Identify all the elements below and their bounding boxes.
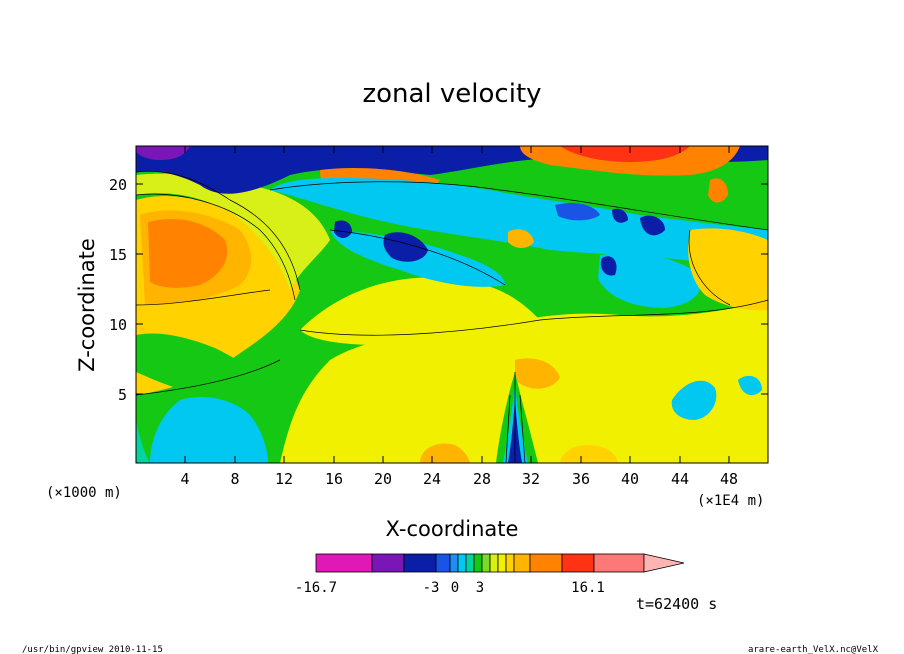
colorbar-segment (465, 553, 475, 573)
colorbar-segment (435, 553, 451, 573)
colorbar-segment (371, 553, 405, 573)
x-tick-label: 36 (572, 470, 590, 488)
x-tick-label: 44 (671, 470, 689, 488)
x-tick-label: 4 (180, 470, 189, 488)
colorbar-segment (529, 553, 563, 573)
y-axis-label: Z-coordinate (75, 238, 99, 372)
time-label: t=62400 s (636, 595, 717, 613)
colorbar (315, 553, 685, 573)
colorbar-segment (497, 553, 507, 573)
y-tick-label: 15 (109, 246, 127, 264)
y-tick-label: 5 (118, 386, 127, 404)
plot-frame (135, 145, 769, 464)
colorbar-segment (403, 553, 437, 573)
colorbar-segment (457, 553, 467, 573)
x-axis (184, 146, 730, 463)
y-tick-label: 20 (109, 176, 127, 194)
y-axis (136, 183, 768, 395)
colorbar-segment (489, 553, 499, 573)
x-tick-label: 48 (720, 470, 738, 488)
y-unit-note: (×1000 m) (46, 485, 122, 501)
x-tick-label: 8 (230, 470, 239, 488)
colorbar-segment (561, 553, 595, 573)
x-tick-label: 20 (374, 470, 392, 488)
x-tick-label: 24 (423, 470, 441, 488)
footer-left: /usr/bin/gpview 2010-11-15 (22, 645, 163, 654)
x-unit-note: (×1E4 m) (697, 493, 764, 509)
x-tick-label: 32 (522, 470, 540, 488)
y-tick-label: 10 (109, 316, 127, 334)
footer-right: arare-earth_VelX.nc@VelX (748, 645, 879, 654)
colorbar-mid-label: 0 (451, 580, 459, 596)
colorbar-segment (593, 553, 645, 573)
colorbar-mid-label: 3 (476, 580, 484, 596)
colorbar-segment (505, 553, 515, 573)
velocity-field (136, 146, 768, 463)
colorbar-segment (513, 553, 531, 573)
x-tick-label: 28 (473, 470, 491, 488)
chart-title: zonal velocity (362, 79, 541, 109)
contour-lines (136, 170, 768, 463)
x-tick-label: 16 (325, 470, 343, 488)
colorbar-extend-arrow (643, 553, 685, 573)
colorbar-max-label: 16.1 (571, 580, 605, 596)
colorbar-segment (473, 553, 483, 573)
x-tick-label: 40 (621, 470, 639, 488)
colorbar-mid-label: -3 (423, 580, 440, 596)
colorbar-min-label: -16.7 (295, 580, 337, 596)
x-axis-label: X-coordinate (386, 517, 519, 541)
colorbar-segment (449, 553, 459, 573)
colorbar-segment (481, 553, 491, 573)
colorbar-segment (315, 553, 373, 573)
x-tick-label: 12 (275, 470, 293, 488)
